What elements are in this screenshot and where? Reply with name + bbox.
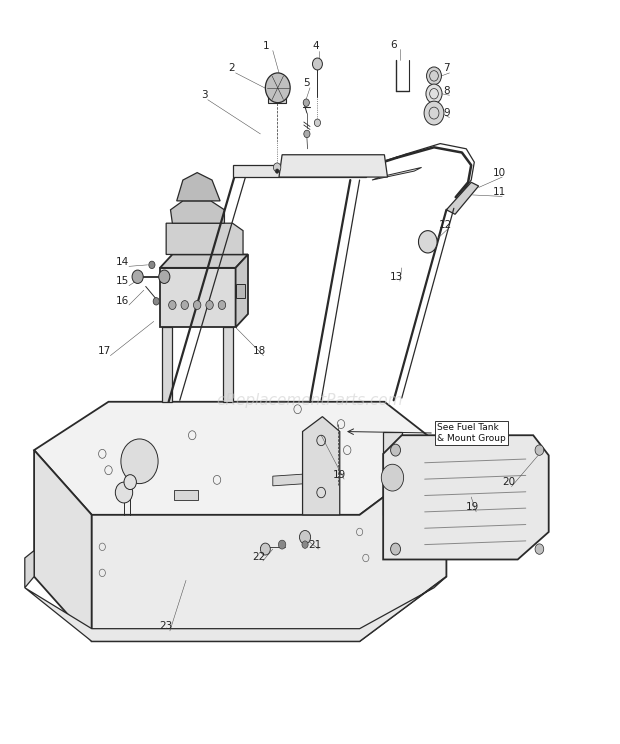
Text: 15: 15: [116, 276, 130, 286]
Polygon shape: [279, 155, 388, 177]
Text: 22: 22: [252, 551, 266, 562]
Polygon shape: [162, 327, 172, 402]
Polygon shape: [174, 490, 198, 500]
Polygon shape: [273, 472, 329, 486]
Polygon shape: [236, 284, 245, 298]
Circle shape: [124, 475, 136, 490]
Text: 17: 17: [97, 346, 111, 356]
Text: 7: 7: [443, 63, 449, 74]
Text: 5: 5: [304, 78, 310, 89]
Polygon shape: [236, 254, 248, 327]
Polygon shape: [383, 432, 402, 515]
Text: 3: 3: [202, 90, 208, 100]
Circle shape: [312, 58, 322, 70]
Circle shape: [535, 445, 544, 455]
Polygon shape: [34, 450, 92, 641]
Circle shape: [418, 231, 437, 253]
Circle shape: [121, 439, 158, 484]
Text: 4: 4: [313, 41, 319, 51]
Circle shape: [535, 544, 544, 554]
Circle shape: [304, 130, 310, 138]
Text: 18: 18: [252, 346, 266, 356]
Polygon shape: [160, 268, 236, 327]
Circle shape: [132, 270, 143, 283]
Polygon shape: [372, 167, 422, 180]
Circle shape: [149, 261, 155, 269]
Circle shape: [391, 543, 401, 555]
Text: eReplacementParts.com: eReplacementParts.com: [216, 393, 404, 408]
Circle shape: [426, 84, 442, 103]
Circle shape: [303, 99, 309, 106]
Text: 19: 19: [466, 502, 479, 513]
Circle shape: [314, 119, 321, 126]
Text: 16: 16: [116, 295, 130, 306]
Circle shape: [427, 67, 441, 85]
Circle shape: [275, 169, 279, 173]
Circle shape: [206, 301, 213, 310]
Polygon shape: [160, 254, 248, 268]
Circle shape: [193, 301, 201, 310]
Circle shape: [299, 530, 311, 544]
Polygon shape: [170, 201, 224, 223]
Text: 9: 9: [443, 108, 449, 118]
Polygon shape: [166, 223, 243, 254]
Polygon shape: [268, 95, 286, 103]
Circle shape: [115, 482, 133, 503]
Text: 10: 10: [492, 167, 506, 178]
Polygon shape: [92, 450, 446, 641]
Circle shape: [153, 298, 159, 305]
Circle shape: [159, 270, 170, 283]
Text: 1: 1: [264, 41, 270, 51]
Circle shape: [265, 73, 290, 103]
Circle shape: [424, 101, 444, 125]
Text: See Fuel Tank
& Mount Group: See Fuel Tank & Mount Group: [437, 423, 506, 443]
Circle shape: [391, 444, 401, 456]
Polygon shape: [446, 182, 479, 214]
Polygon shape: [303, 417, 340, 515]
Text: 21: 21: [308, 539, 322, 550]
Circle shape: [181, 301, 188, 310]
Circle shape: [218, 301, 226, 310]
Polygon shape: [232, 165, 366, 177]
Polygon shape: [383, 435, 549, 559]
Polygon shape: [25, 551, 34, 588]
Circle shape: [278, 540, 286, 549]
Circle shape: [169, 301, 176, 310]
Text: 11: 11: [492, 187, 506, 197]
Text: 12: 12: [438, 219, 452, 230]
Polygon shape: [25, 577, 446, 641]
Text: 2: 2: [229, 63, 235, 74]
Polygon shape: [177, 173, 220, 201]
Circle shape: [260, 543, 270, 555]
Circle shape: [302, 541, 308, 548]
Text: 8: 8: [443, 86, 449, 96]
Polygon shape: [34, 402, 446, 515]
Text: 6: 6: [391, 39, 397, 50]
Text: 19: 19: [333, 469, 347, 480]
Text: 23: 23: [159, 621, 173, 632]
Text: 20: 20: [502, 477, 515, 487]
Text: 14: 14: [116, 257, 130, 267]
Circle shape: [273, 163, 281, 172]
Circle shape: [381, 464, 404, 491]
Text: 13: 13: [390, 272, 404, 282]
Polygon shape: [223, 327, 233, 402]
